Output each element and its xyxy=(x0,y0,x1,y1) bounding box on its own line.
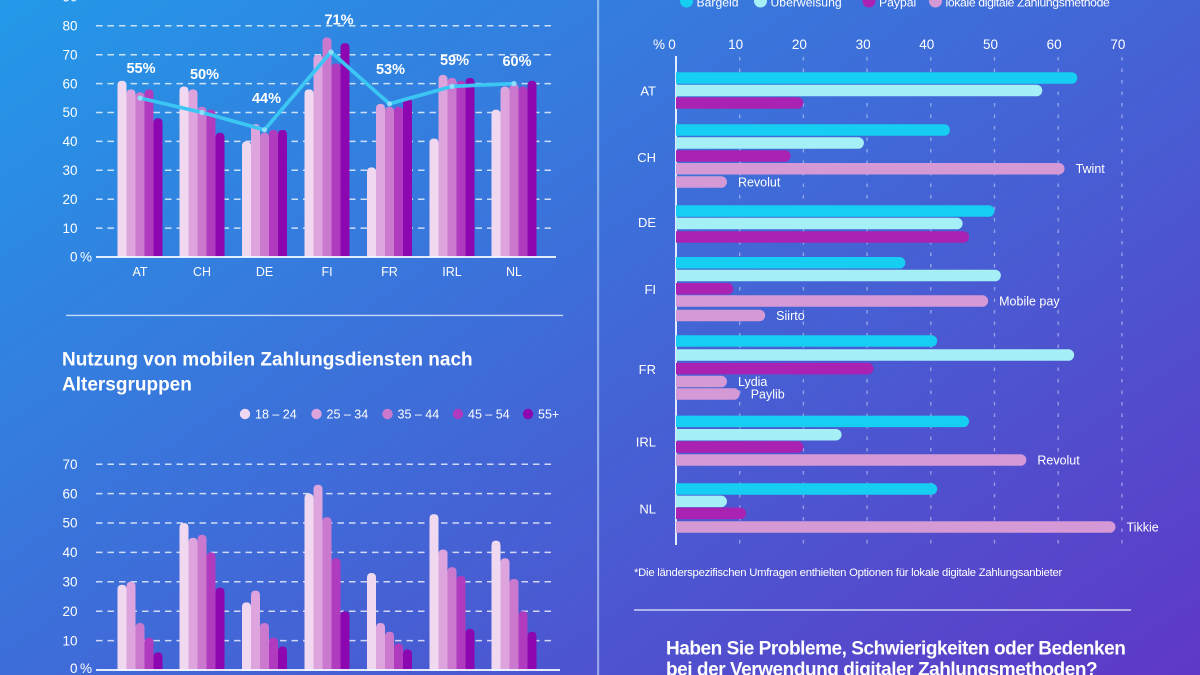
svg-text:90: 90 xyxy=(62,0,77,5)
svg-text:18 – 24: 18 – 24 xyxy=(255,407,297,421)
svg-text:Revolut: Revolut xyxy=(738,175,781,189)
svg-text:60%: 60% xyxy=(502,54,531,70)
svg-text:Tikkie: Tikkie xyxy=(1127,520,1159,534)
svg-text:Revolut: Revolut xyxy=(1037,453,1080,467)
svg-text:CH: CH xyxy=(637,150,656,165)
svg-text:AT: AT xyxy=(640,84,656,99)
svg-text:10: 10 xyxy=(62,633,77,648)
svg-text:70: 70 xyxy=(62,457,77,472)
svg-text:70: 70 xyxy=(1110,37,1125,52)
svg-text:20: 20 xyxy=(792,37,807,52)
svg-text:Twint: Twint xyxy=(1076,162,1106,176)
svg-text:bei der Verwendung digitaler Z: bei der Verwendung digitaler Zahlungsmet… xyxy=(666,660,1097,675)
svg-text:Bargeld: Bargeld xyxy=(697,0,739,9)
svg-text:55%: 55% xyxy=(126,61,155,77)
svg-text:%: % xyxy=(653,37,665,52)
svg-text:80: 80 xyxy=(62,19,77,34)
svg-text:NL: NL xyxy=(506,265,522,279)
svg-text:%: % xyxy=(80,661,92,675)
svg-text:60: 60 xyxy=(1047,37,1062,52)
svg-text:20: 20 xyxy=(62,192,77,207)
svg-text:50: 50 xyxy=(62,516,77,531)
svg-text:Haben Sie Probleme, Schwierigk: Haben Sie Probleme, Schwierigkeiten oder… xyxy=(666,639,1125,660)
svg-text:53%: 53% xyxy=(376,62,405,78)
svg-text:Lydia: Lydia xyxy=(738,375,767,389)
svg-text:50: 50 xyxy=(983,37,998,52)
svg-text:FR: FR xyxy=(639,362,656,377)
svg-text:45 – 54: 45 – 54 xyxy=(468,407,510,421)
svg-text:50: 50 xyxy=(62,105,77,120)
svg-text:59%: 59% xyxy=(440,53,469,69)
svg-text:60: 60 xyxy=(62,486,77,501)
svg-text:IRL: IRL xyxy=(442,265,462,279)
svg-text:71%: 71% xyxy=(324,13,353,29)
svg-text:FR: FR xyxy=(381,265,398,279)
svg-text:Siirto: Siirto xyxy=(776,309,805,323)
svg-text:70: 70 xyxy=(62,47,77,62)
svg-text:*Die länderspezifischen Umfrag: *Die länderspezifischen Umfragen enthiel… xyxy=(634,567,1063,579)
svg-text:55+: 55+ xyxy=(538,407,559,421)
svg-text:AT: AT xyxy=(132,265,147,279)
svg-text:60: 60 xyxy=(62,76,77,91)
svg-text:0: 0 xyxy=(70,661,78,675)
svg-text:10: 10 xyxy=(728,37,743,52)
svg-text:Altersgruppen: Altersgruppen xyxy=(62,375,192,396)
svg-text:20: 20 xyxy=(62,604,77,619)
svg-text:35 – 44: 35 – 44 xyxy=(398,407,440,421)
svg-text:DE: DE xyxy=(638,215,656,230)
svg-text:25 – 34: 25 – 34 xyxy=(327,407,369,421)
svg-text:0: 0 xyxy=(668,37,676,52)
svg-text:IRL: IRL xyxy=(636,435,656,450)
svg-text:FI: FI xyxy=(321,265,332,279)
svg-text:30: 30 xyxy=(856,37,871,52)
svg-text:30: 30 xyxy=(62,575,77,590)
svg-text:Paypal: Paypal xyxy=(879,0,916,9)
svg-text:CH: CH xyxy=(193,265,211,279)
svg-text:Nutzung von mobilen Zahlungsdi: Nutzung von mobilen Zahlungsdiensten nac… xyxy=(62,350,473,371)
svg-text:DE: DE xyxy=(256,265,273,279)
svg-text:50%: 50% xyxy=(190,67,219,83)
svg-text:Überweisung: Überweisung xyxy=(771,0,842,9)
svg-text:44%: 44% xyxy=(252,91,281,107)
svg-text:0: 0 xyxy=(70,250,78,265)
svg-text:FI: FI xyxy=(644,282,656,297)
svg-text:30: 30 xyxy=(62,163,77,178)
svg-text:10: 10 xyxy=(62,221,77,236)
svg-text:40: 40 xyxy=(919,37,934,52)
svg-text:Mobile pay: Mobile pay xyxy=(999,294,1060,308)
svg-text:40: 40 xyxy=(62,134,77,149)
svg-text:%: % xyxy=(80,250,92,265)
svg-text:lokale digitale Zahlungsmethod: lokale digitale Zahlungsmethode xyxy=(946,0,1111,9)
svg-text:NL: NL xyxy=(639,502,656,517)
svg-text:Paylib: Paylib xyxy=(751,387,785,401)
svg-text:40: 40 xyxy=(62,545,77,560)
